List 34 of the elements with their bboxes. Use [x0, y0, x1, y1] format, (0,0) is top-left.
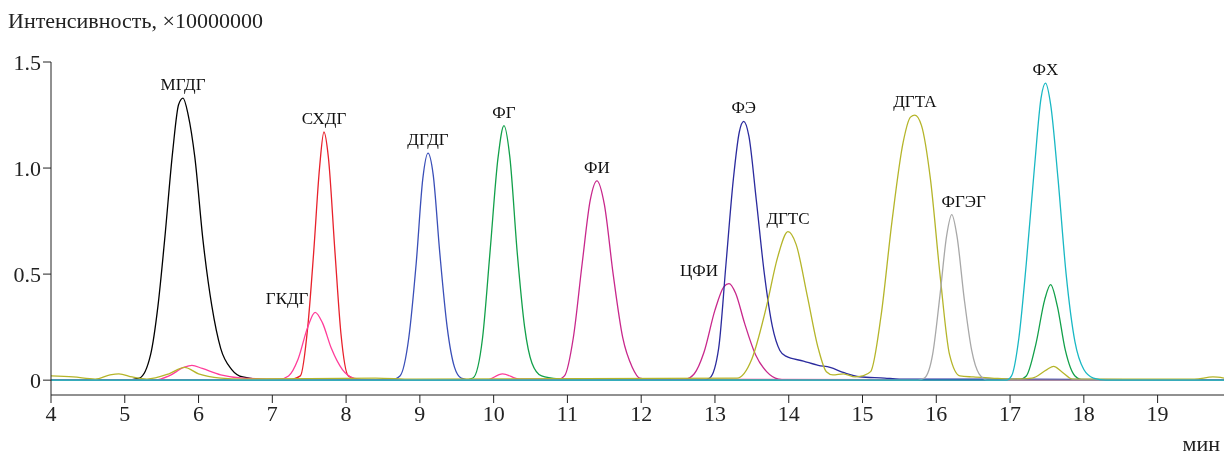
y-tick-label: 1.5: [13, 49, 41, 75]
x-tick-label: 19: [1146, 400, 1169, 426]
x-tick-label: 7: [266, 400, 278, 426]
y-tick-label: 0: [30, 367, 41, 393]
annotation: ЦФИ: [679, 260, 718, 280]
x-tick-label: 18: [1072, 400, 1095, 426]
x-tick-label: 17: [999, 400, 1022, 426]
y-tick-label: 0.5: [13, 261, 41, 287]
x-axis-title: мин: [1182, 431, 1220, 457]
x-tick-label: 14: [777, 400, 800, 426]
annotation: ФЭ: [731, 98, 757, 118]
x-tick-label: 11: [556, 400, 579, 426]
annotation: ДГДГ: [407, 130, 449, 150]
x-tick-label: 4: [45, 400, 57, 426]
annotation: ФГЭГ: [941, 191, 987, 211]
annotation: МГДГ: [160, 75, 206, 95]
annotation: ФИ: [584, 157, 610, 177]
x-tick-label: 5: [119, 400, 131, 426]
annotation: ФГ: [492, 102, 516, 122]
x-tick-label: 13: [703, 400, 726, 426]
y-tick-label: 1.0: [13, 155, 41, 181]
x-tick-label: 16: [925, 400, 948, 426]
annotation: ГКДГ: [265, 289, 309, 309]
x-tick-label: 15: [851, 400, 874, 426]
annotation: ДГТС: [766, 208, 810, 228]
annotation: СХДГ: [301, 108, 347, 128]
x-tick-label: 6: [193, 400, 205, 426]
x-tick-label: 12: [630, 400, 653, 426]
annotation: ДГТА: [893, 92, 938, 112]
y-axis-title: Интенсивность, ×10000000: [8, 8, 263, 34]
x-tick-label: 8: [340, 400, 352, 426]
x-tick-label: 10: [482, 400, 505, 426]
x-tick-label: 9: [414, 400, 426, 426]
annotation: ФХ: [1032, 60, 1059, 80]
